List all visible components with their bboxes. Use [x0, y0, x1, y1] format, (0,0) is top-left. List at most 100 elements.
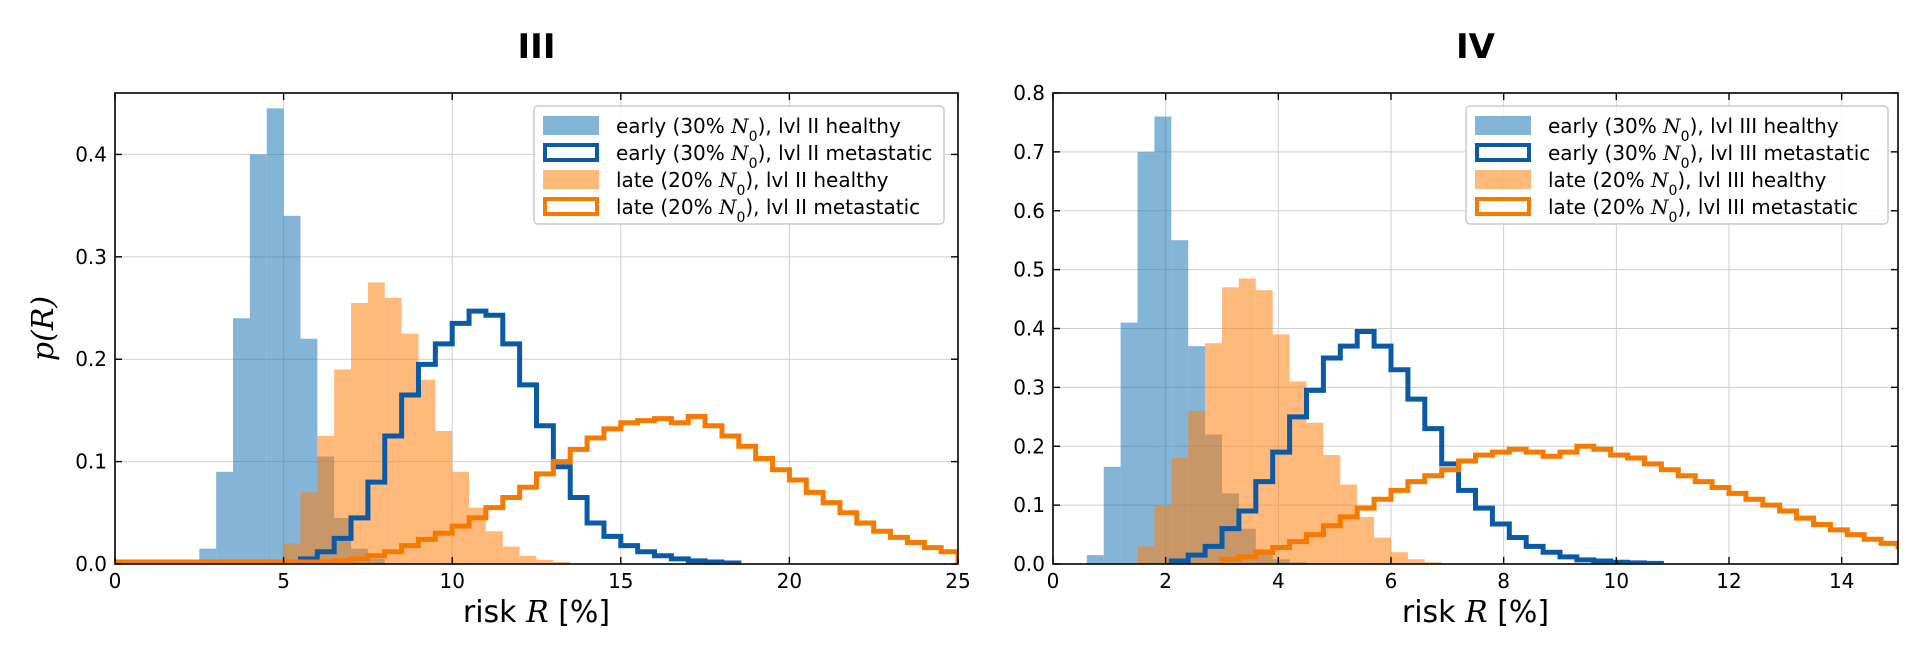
histogram-bar	[1120, 322, 1138, 564]
legend-label-prefix: early (30%	[616, 141, 731, 165]
y-tick-label: 0.2	[75, 347, 107, 371]
x-tick-label: 12	[1716, 569, 1741, 593]
histogram-bar	[283, 543, 301, 564]
chart-title: IV	[1456, 27, 1496, 67]
histogram-bar	[1289, 381, 1307, 564]
x-axis-label-var: R	[525, 595, 549, 630]
x-tick-label: 8	[1497, 569, 1510, 593]
legend-label-var: N	[730, 141, 750, 165]
histogram-bar	[1272, 334, 1290, 564]
histogram-bar	[1137, 546, 1155, 564]
legend-label-suffix: ), lvl III healthy	[1690, 114, 1839, 138]
legend-label-sub: 0	[736, 210, 745, 226]
series-3-bars	[1137, 278, 1442, 564]
legend-swatch	[543, 170, 599, 189]
histogram-bar	[1137, 151, 1155, 564]
histogram-bar	[1222, 287, 1239, 564]
x-tick-label: 2	[1159, 569, 1172, 593]
legend-label-prefix: early (30%	[616, 114, 731, 138]
histogram-bar	[1407, 559, 1425, 564]
y-tick-label: 0.7	[1013, 140, 1045, 164]
histogram-bar	[1424, 562, 1442, 564]
histogram-bar	[1171, 458, 1189, 564]
histogram-bar	[317, 436, 335, 564]
x-tick-label: 0	[1047, 569, 1060, 593]
histogram-bar	[401, 333, 419, 564]
histogram-bar	[300, 492, 318, 564]
legend-label-var: N	[718, 195, 738, 219]
legend-label: early (30% N0), lvl III metastatic	[1548, 141, 1870, 172]
histogram-bar	[1188, 410, 1206, 564]
x-axis-label-var: R	[1464, 595, 1488, 630]
y-tick-label: 0.5	[1013, 258, 1045, 282]
histogram-bar	[367, 282, 385, 564]
panel-2: 0 2 4 6 8 10 12 14 0.0 0.1 0.2 0.3 0.4 0.5 0.6 0.7 0.8 IV…	[1013, 27, 1899, 630]
legend-label-var: N	[730, 114, 750, 138]
legend-label: early (30% N0), lvl II healthy	[616, 114, 901, 145]
histogram-bar	[1103, 466, 1121, 564]
y-tick-label: 0.2	[1013, 434, 1045, 458]
legend-label: late (20% N0), lvl II healthy	[616, 168, 889, 199]
series-2-step	[1168, 328, 1664, 564]
x-axis-label: risk R [%]	[463, 595, 610, 630]
y-tick-label: 0.4	[75, 142, 107, 166]
legend-label-prefix: late (20%	[616, 168, 719, 192]
x-tick-label: 10	[439, 569, 464, 593]
y-tick-label: 0.3	[75, 245, 107, 269]
histogram-bar	[485, 531, 503, 564]
histogram-bar	[334, 369, 352, 564]
legend-label-sub: 0	[749, 129, 758, 145]
legend-label-sub: 0	[1681, 129, 1690, 145]
series-4-step	[1219, 443, 1898, 564]
histogram-bar	[1374, 537, 1391, 564]
histogram-bar	[384, 297, 402, 564]
histogram-bar	[435, 430, 453, 564]
legend-label-prefix: late (20%	[1548, 168, 1651, 192]
histogram-bar	[519, 555, 537, 564]
legend-label-suffix: ), lvl III metastatic	[1690, 141, 1871, 165]
y-tick-label: 0.8	[1013, 81, 1045, 105]
legend-swatch	[1475, 197, 1531, 216]
y-tick-label: 0.0	[75, 552, 107, 576]
histogram-bar	[233, 318, 250, 564]
legend-label-prefix: late (20%	[616, 195, 719, 219]
legend-box	[1465, 105, 1889, 225]
x-axis-label-part: risk	[1402, 595, 1465, 630]
x-axis-label-part: [%]	[549, 595, 610, 630]
x-tick-label: 5	[277, 569, 290, 593]
histogram-bar	[1154, 505, 1172, 564]
x-tick-label: 14	[1829, 569, 1854, 593]
legend-label-suffix: ), lvl III metastatic	[1677, 195, 1858, 219]
series-3-bars	[283, 282, 571, 564]
legend-label: late (20% N0), lvl III metastatic	[1548, 195, 1858, 226]
x-tick-label: 10	[1604, 569, 1629, 593]
histogram-bar	[469, 507, 486, 564]
legend-label-suffix: ), lvl II metastatic	[745, 195, 920, 219]
legend-swatch	[1475, 116, 1531, 135]
x-axis-label-part: risk	[463, 595, 526, 630]
legend-box	[533, 105, 945, 225]
histogram-bar	[1086, 555, 1104, 564]
legend-label: early (30% N0), lvl II metastatic	[616, 141, 932, 172]
x-axis-label: risk R [%]	[1402, 595, 1549, 630]
legend-swatch	[543, 197, 599, 216]
legend-label-sub: 0	[1668, 210, 1677, 226]
histogram-bar	[452, 471, 470, 564]
legend-label-var: N	[1662, 114, 1682, 138]
panel-1: 0 5 10 15 20 25 0.0 0.1 0.2 0.3 0.4 III risk R [%] p(…	[26, 27, 971, 630]
histogram-bar	[1205, 343, 1222, 564]
y-tick-label: 0.0	[1013, 552, 1045, 576]
histogram-bar	[266, 108, 284, 564]
legend-label-var: N	[1650, 195, 1670, 219]
y-axis-label: p(R)	[26, 296, 61, 361]
histogram-bar	[216, 471, 234, 564]
legend-label-suffix: ), lvl II metastatic	[758, 141, 933, 165]
x-tick-label: 4	[1272, 569, 1285, 593]
legend-label: early (30% N0), lvl III healthy	[1548, 114, 1839, 145]
series-4-step	[115, 414, 958, 564]
histogram-bar	[1255, 290, 1273, 564]
legend-label-suffix: ), lvl III healthy	[1677, 168, 1826, 192]
legend-label: late (20% N0), lvl II metastatic	[616, 195, 920, 226]
